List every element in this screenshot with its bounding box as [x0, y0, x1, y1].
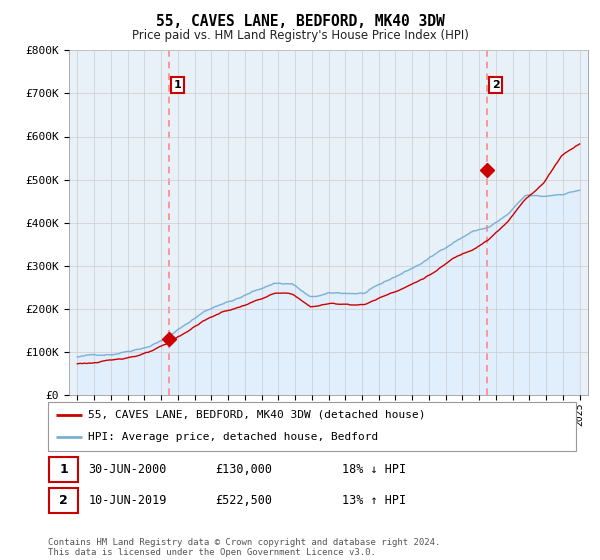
Text: £522,500: £522,500 — [215, 494, 272, 507]
Text: 55, CAVES LANE, BEDFORD, MK40 3DW (detached house): 55, CAVES LANE, BEDFORD, MK40 3DW (detac… — [88, 410, 425, 420]
Bar — [49, 458, 78, 482]
Text: 1: 1 — [173, 80, 181, 90]
Text: 18% ↓ HPI: 18% ↓ HPI — [342, 463, 406, 476]
Text: HPI: Average price, detached house, Bedford: HPI: Average price, detached house, Bedf… — [88, 432, 378, 442]
Text: 55, CAVES LANE, BEDFORD, MK40 3DW: 55, CAVES LANE, BEDFORD, MK40 3DW — [155, 14, 445, 29]
Text: Contains HM Land Registry data © Crown copyright and database right 2024.
This d: Contains HM Land Registry data © Crown c… — [48, 538, 440, 557]
Text: 2: 2 — [59, 494, 68, 507]
Text: 10-JUN-2019: 10-JUN-2019 — [89, 494, 167, 507]
Text: 1: 1 — [59, 463, 68, 476]
Text: Price paid vs. HM Land Registry's House Price Index (HPI): Price paid vs. HM Land Registry's House … — [131, 29, 469, 42]
Text: 30-JUN-2000: 30-JUN-2000 — [89, 463, 167, 476]
Text: 2: 2 — [492, 80, 499, 90]
Bar — [49, 488, 78, 513]
Text: 13% ↑ HPI: 13% ↑ HPI — [342, 494, 406, 507]
Text: £130,000: £130,000 — [215, 463, 272, 476]
